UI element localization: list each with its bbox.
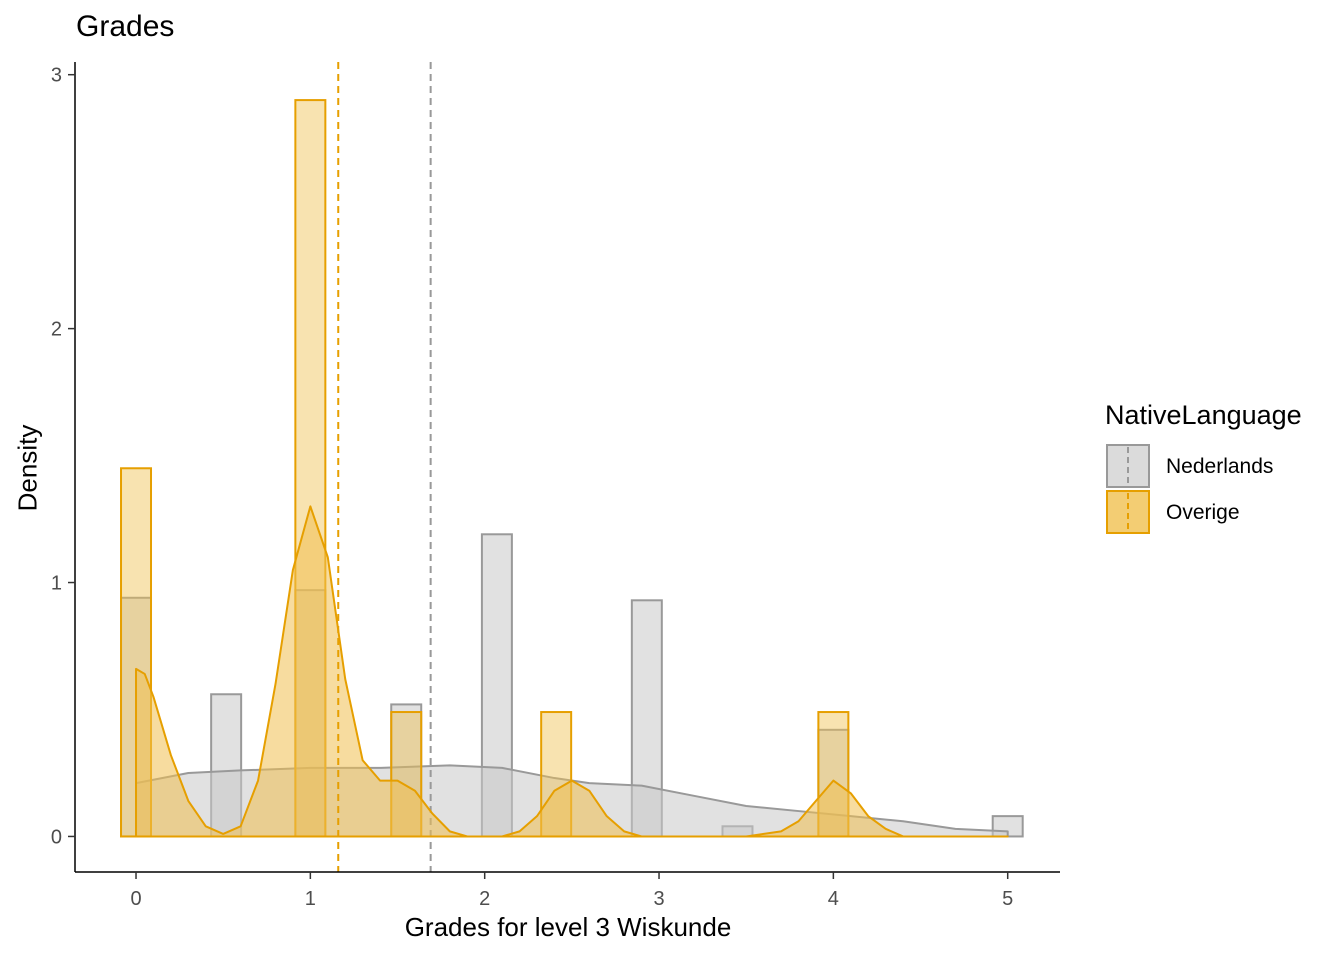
x-tick-label-1: 1 — [305, 888, 316, 910]
x-tick-label-3: 3 — [653, 888, 664, 910]
x-tick-label-2: 2 — [479, 888, 490, 910]
x-axis-label: Grades for level 3 Wiskunde — [404, 912, 732, 942]
y-tick-label-0: 0 — [51, 826, 62, 848]
y-tick-label-1: 1 — [51, 573, 62, 595]
x-tick-label-4: 4 — [828, 888, 839, 910]
series-overige — [120, 62, 1009, 872]
x-tick-label-0: 0 — [130, 888, 141, 910]
y-axis-label: Density — [12, 424, 43, 512]
legend-title: NativeLanguage — [1105, 400, 1302, 430]
chart-title: Grades — [76, 10, 175, 43]
legend-key-nederlands — [1106, 444, 1150, 488]
legend-label-nederlands: Nederlands — [1166, 455, 1274, 478]
x-tick-label-5: 5 — [1002, 888, 1013, 910]
y-tick-label-3: 3 — [51, 65, 62, 87]
y-tick-label-2: 2 — [51, 319, 62, 341]
density-curve-overige — [135, 505, 1009, 838]
legend-key-overige — [1106, 490, 1150, 534]
legend-label-overige: Overige — [1166, 501, 1240, 524]
